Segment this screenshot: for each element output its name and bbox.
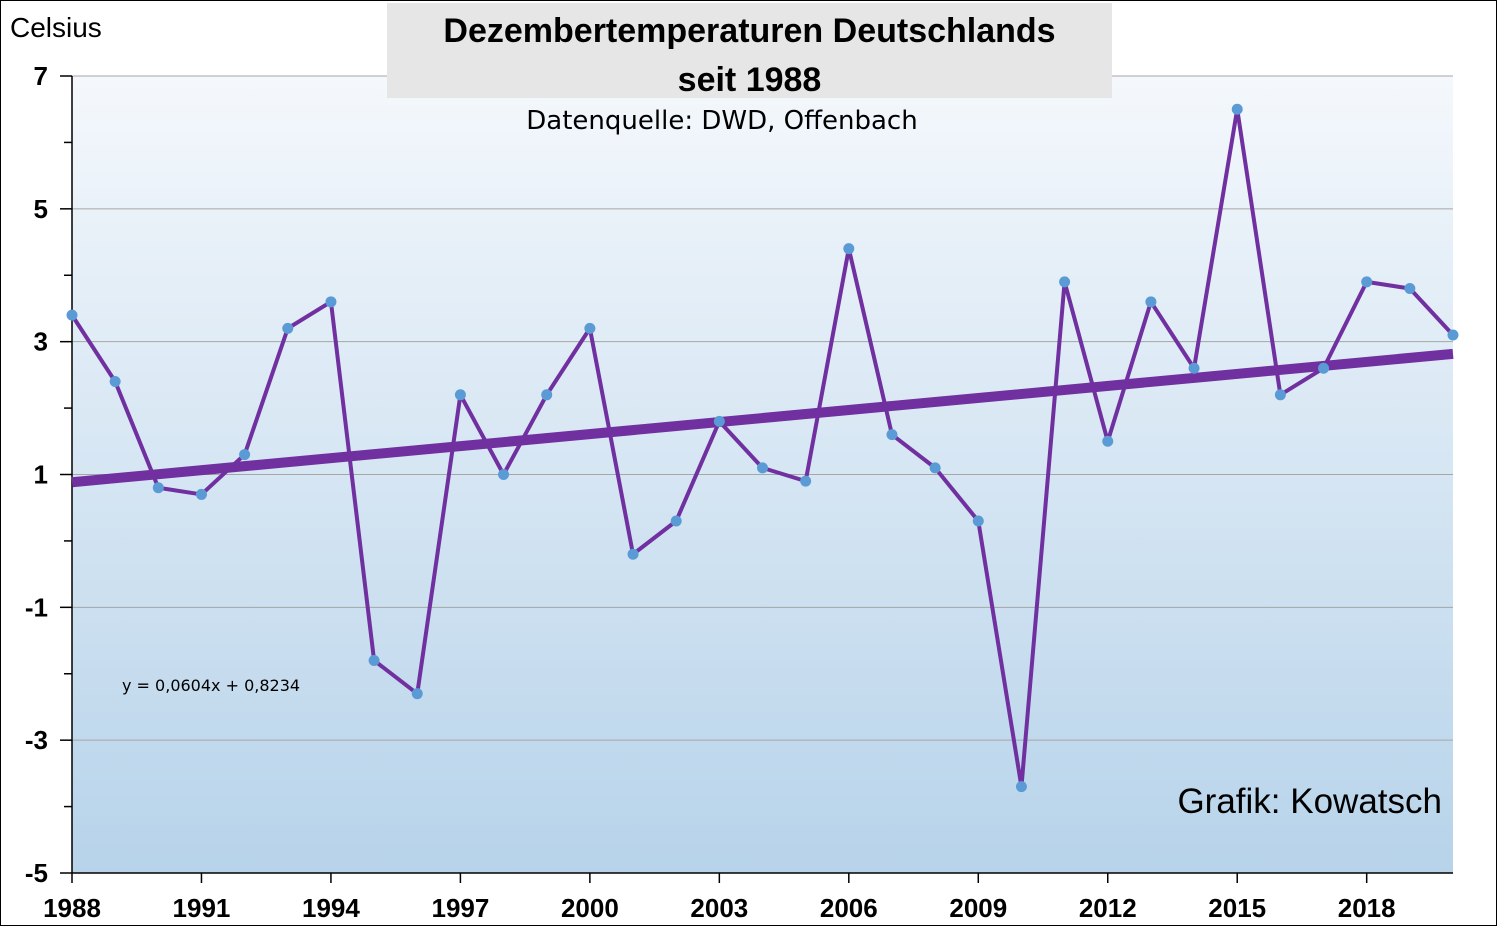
chart-title-line-1: Dezembertemperaturen Deutschlands xyxy=(443,12,1056,50)
y-tick-label: -5 xyxy=(25,858,48,888)
data-point xyxy=(972,515,984,527)
x-tick-label: 2018 xyxy=(1338,893,1396,923)
data-point xyxy=(757,462,768,474)
data-point xyxy=(498,469,510,480)
data-point xyxy=(1102,435,1114,447)
data-point xyxy=(584,322,596,334)
data-point xyxy=(325,296,337,308)
x-tick-label: 2003 xyxy=(690,893,748,923)
data-point xyxy=(66,309,78,321)
x-tick-label: 2006 xyxy=(820,893,878,923)
data-point xyxy=(368,654,380,666)
x-tick-label: 2015 xyxy=(1208,893,1266,923)
chart-subtitle: Datenquelle: DWD, Offenbach xyxy=(526,106,918,136)
data-point xyxy=(843,243,855,255)
x-tick-label: 2000 xyxy=(561,893,619,923)
data-point xyxy=(670,515,682,527)
data-point xyxy=(627,548,639,560)
data-point xyxy=(713,415,725,427)
chart-title-line-2: seit 1988 xyxy=(677,61,822,99)
x-tick-label: 1994 xyxy=(302,893,360,923)
data-point xyxy=(1274,389,1286,401)
y-tick-label: 7 xyxy=(34,61,48,91)
y-tick-label: 1 xyxy=(34,460,48,490)
trendline-equation: y = 0,0604x + 0,8234 xyxy=(122,676,301,695)
data-point xyxy=(1231,103,1243,115)
y-tick-label: -1 xyxy=(25,592,48,622)
data-point xyxy=(1447,329,1459,341)
x-tick-label: 1991 xyxy=(173,893,231,923)
x-tick-label: 2012 xyxy=(1079,893,1137,923)
y-tick-label: 3 xyxy=(34,327,48,357)
data-point xyxy=(1145,296,1157,308)
data-point xyxy=(800,475,812,487)
data-point xyxy=(239,449,251,461)
chart-title-box: Dezembertemperaturen Deutschlands seit 1… xyxy=(387,3,1112,99)
data-point xyxy=(886,429,898,441)
x-tick-label: 1988 xyxy=(43,893,101,923)
data-point xyxy=(454,389,466,401)
y-tick-label: 5 xyxy=(34,194,48,224)
y-tick-label: -3 xyxy=(25,725,48,755)
data-point xyxy=(1188,362,1200,374)
data-point xyxy=(411,688,423,700)
data-point xyxy=(929,462,941,474)
chart-credit: Grafik: Kowatsch xyxy=(1177,782,1442,821)
data-point xyxy=(195,488,207,500)
y-axis-label: Celsius xyxy=(10,12,102,43)
data-point xyxy=(152,482,164,494)
data-point xyxy=(1318,362,1330,374)
data-point xyxy=(282,322,294,334)
data-point xyxy=(1015,781,1027,793)
data-point xyxy=(1361,276,1373,288)
data-point xyxy=(541,389,553,401)
data-point xyxy=(1404,283,1416,295)
x-tick-label: 1997 xyxy=(431,893,489,923)
data-point xyxy=(1059,276,1071,288)
data-point xyxy=(109,376,121,388)
trendline xyxy=(71,348,1454,488)
x-tick-label: 2009 xyxy=(949,893,1007,923)
